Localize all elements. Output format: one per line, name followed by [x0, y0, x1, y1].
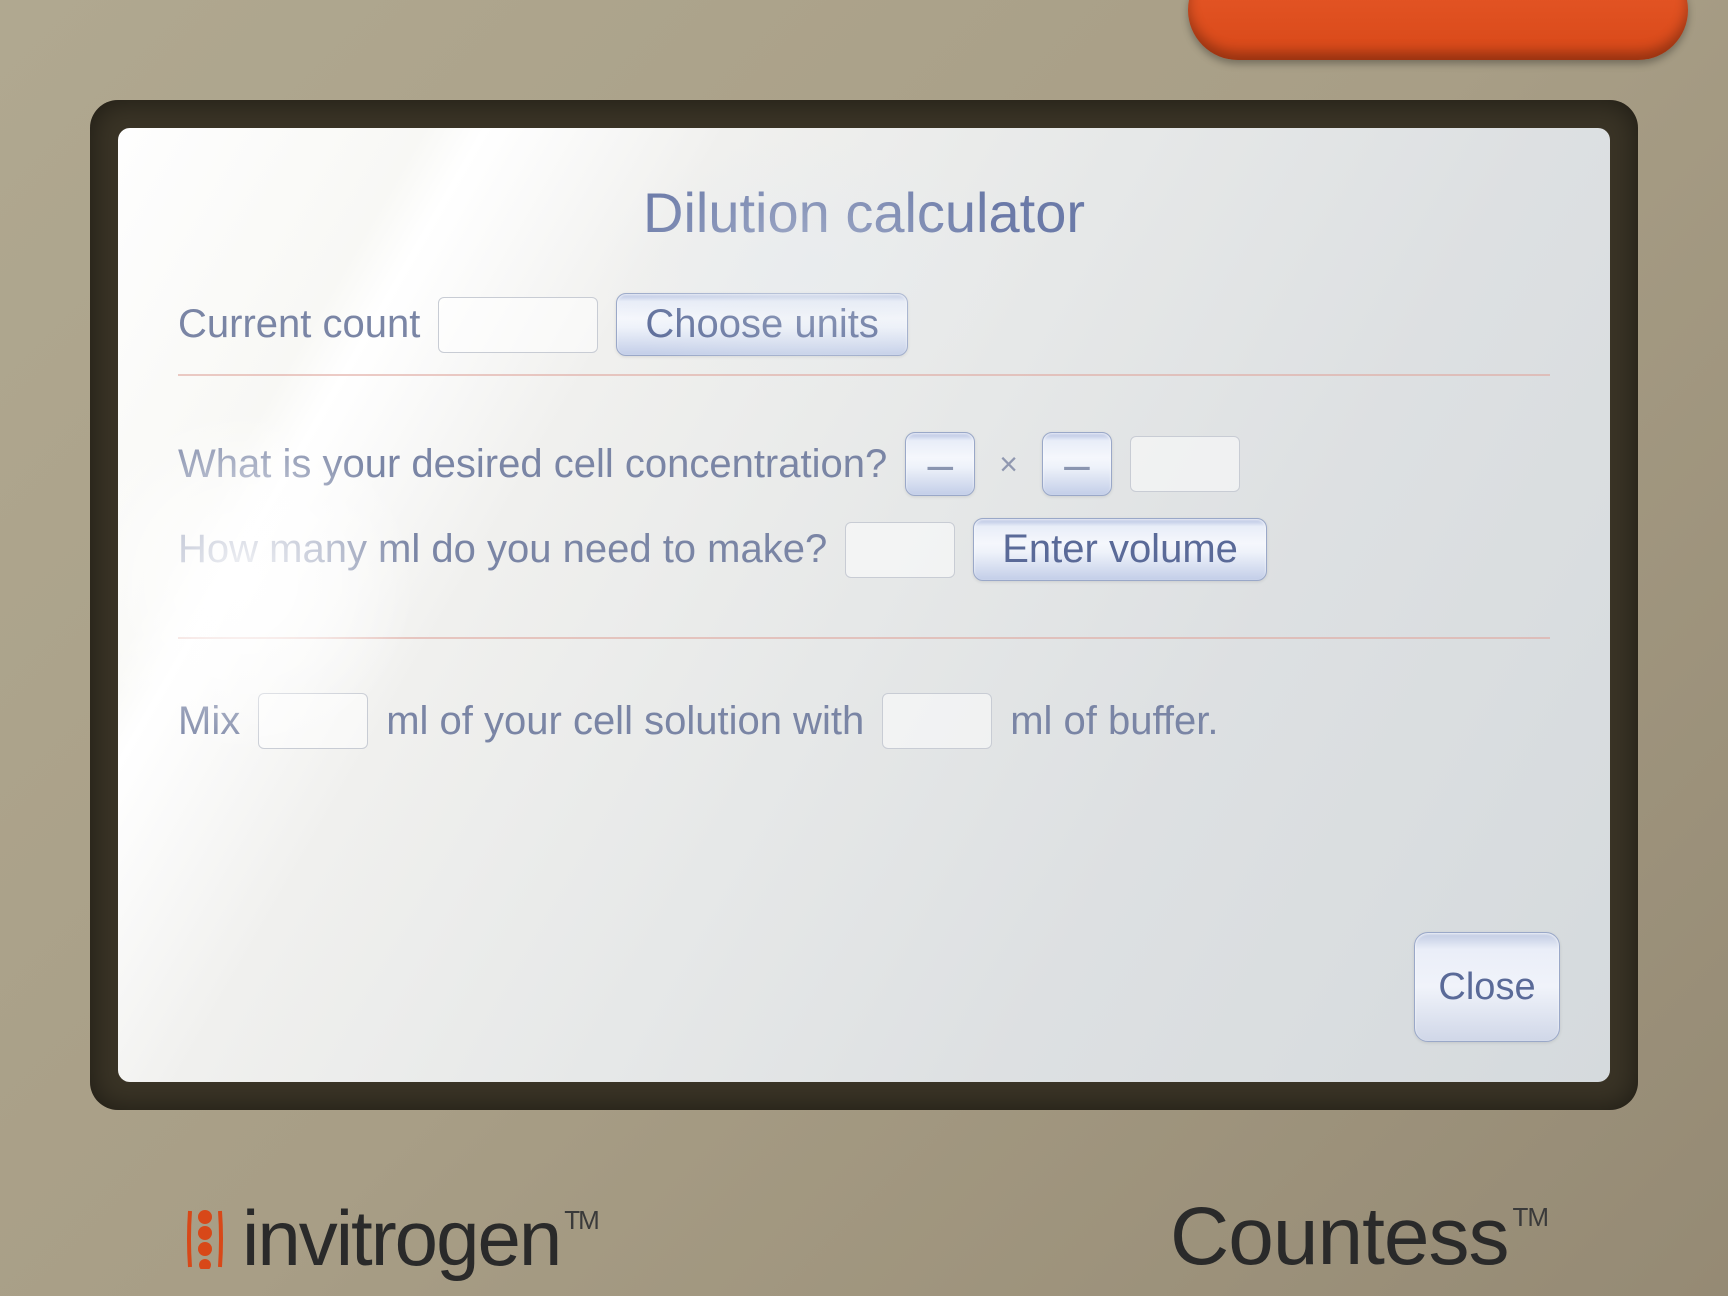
current-count-input[interactable]	[438, 297, 598, 353]
close-button[interactable]: Close	[1414, 932, 1560, 1042]
inputs-section: What is your desired cell concentration?…	[178, 394, 1550, 619]
current-count-row: Current count Choose units	[178, 293, 1550, 356]
volume-input[interactable]	[845, 522, 955, 578]
screen-glare-2	[598, 138, 1018, 398]
choose-units-button[interactable]: Choose units	[616, 293, 907, 356]
volume-row: How many ml do you need to make? Enter v…	[178, 518, 1550, 581]
brand-right-name: Countess	[1170, 1191, 1508, 1282]
brand-left-text: invitrogenTM	[242, 1193, 598, 1284]
screen-bezel: Dilution calculator Current count Choose…	[90, 100, 1638, 1110]
result-mix: Mix	[178, 699, 240, 744]
multiply-icon: ×	[999, 446, 1018, 483]
divider-2	[178, 637, 1550, 639]
concentration-mantissa-button[interactable]: –	[905, 432, 975, 496]
result-row: Mix ml of your cell solution with ml of …	[178, 693, 1550, 749]
touch-screen: Dilution calculator Current count Choose…	[118, 128, 1610, 1082]
concentration-exponent-button[interactable]: –	[1042, 432, 1112, 496]
tm-right: TM	[1512, 1202, 1548, 1232]
brand-left: invitrogenTM	[180, 1193, 598, 1284]
result-middle: ml of your cell solution with	[386, 699, 864, 744]
current-count-label: Current count	[178, 302, 420, 347]
concentration-row: What is your desired cell concentration?…	[178, 432, 1550, 496]
concentration-label: What is your desired cell concentration?	[178, 442, 887, 487]
result-section: Mix ml of your cell solution with ml of …	[178, 657, 1550, 749]
result-suffix: ml of buffer.	[1010, 699, 1218, 744]
brand-left-name: invitrogen	[242, 1194, 560, 1282]
result-cell-ml	[258, 693, 368, 749]
divider-1	[178, 374, 1550, 376]
device-decoration	[1188, 0, 1688, 60]
dialog-title: Dilution calculator	[178, 180, 1550, 245]
volume-label: How many ml do you need to make?	[178, 527, 827, 572]
result-buffer-ml	[882, 693, 992, 749]
brand-right: CountessTM	[1170, 1190, 1548, 1284]
helix-icon	[180, 1209, 230, 1269]
enter-volume-button[interactable]: Enter volume	[973, 518, 1267, 581]
tm-left: TM	[564, 1205, 598, 1235]
current-count-section: Current count Choose units	[178, 293, 1550, 356]
concentration-unit-field[interactable]	[1130, 436, 1240, 492]
